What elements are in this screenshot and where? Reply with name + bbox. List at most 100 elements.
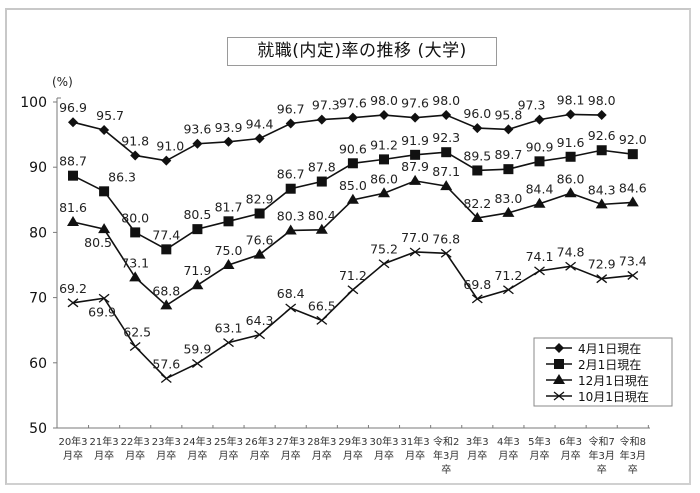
data-label: 87.8: [308, 160, 336, 175]
x-marker: [98, 293, 110, 303]
data-label: 87.9: [401, 159, 429, 174]
legend-label: 4月1日現在: [578, 342, 641, 356]
legend-item: 10月1日現在: [546, 390, 649, 404]
x-tick-label: 月卒: [187, 449, 207, 462]
x-marker: [553, 391, 565, 401]
diamond-marker: [68, 117, 78, 128]
data-label: 74.1: [526, 249, 554, 264]
data-label: 69.8: [463, 277, 491, 292]
data-label: 77.0: [401, 230, 429, 245]
data-label: 68.4: [277, 286, 305, 301]
x-tick-label: 月卒: [498, 449, 518, 462]
chart-title: 就職(内定)率の推移 (大学): [227, 37, 497, 66]
data-label: 85.0: [339, 178, 367, 193]
diamond-marker: [192, 138, 203, 149]
square-marker: [285, 183, 296, 194]
data-label: 91.0: [156, 139, 184, 154]
y-tick-label: 80: [29, 225, 47, 241]
data-label: 75.0: [215, 243, 243, 258]
triangle-marker: [553, 374, 565, 384]
data-label: 93.9: [215, 120, 243, 135]
triangle-marker: [378, 187, 390, 198]
data-label: 84.4: [526, 182, 554, 197]
data-label: 57.6: [152, 356, 180, 371]
x-marker: [596, 274, 608, 284]
square-marker: [223, 216, 234, 227]
series-1: 88.786.380.077.480.581.782.986.7 87.890.6…: [59, 128, 647, 255]
triangle-marker: [129, 271, 142, 282]
x-tick-label: 22年3: [121, 435, 150, 448]
diamond-marker: [223, 136, 234, 147]
data-label: 95.7: [96, 108, 124, 123]
diamond-marker: [130, 150, 141, 161]
triangle-marker: [253, 248, 266, 259]
diamond-marker: [316, 114, 327, 125]
series-0: 96.995.791.8 91.093.6 93.9 94.496.7 97.3 97.6…: [59, 92, 616, 166]
data-label: 73.4: [619, 253, 647, 268]
data-label: 74.8: [557, 244, 585, 259]
data-label: 91.2: [370, 137, 398, 152]
x-tick-label: 28年3: [307, 435, 336, 448]
diamond-marker: [347, 112, 358, 123]
x-tick-label: 30年3: [369, 435, 398, 448]
axes: 5060708090100(%)20年3月卒21年3月卒22年3月卒23年3月卒…: [20, 75, 650, 476]
square-marker: [316, 176, 327, 187]
x-tick-label: 年3月: [589, 449, 615, 462]
x-tick-label: 月卒: [281, 449, 301, 462]
square-marker: [347, 158, 358, 169]
data-label: 92.6: [588, 128, 616, 143]
x-tick-label: 月卒: [561, 449, 581, 462]
x-tick-label: 20年3: [58, 435, 87, 448]
x-tick-label: 月卒: [125, 449, 145, 462]
data-label: 89.5: [463, 148, 491, 163]
diamond-marker: [410, 112, 421, 123]
data-label: 97.3: [312, 98, 340, 113]
diamond-marker: [254, 133, 265, 144]
data-label: 92.3: [432, 130, 460, 145]
triangle-marker: [191, 279, 204, 290]
x-tick-label: 月卒: [250, 449, 270, 462]
square-marker: [472, 165, 483, 176]
x-tick-label: 月卒: [374, 449, 394, 462]
x-tick-label: 5年3: [528, 435, 551, 448]
data-label: 88.7: [59, 154, 87, 169]
x-marker: [67, 298, 79, 308]
triangle-marker: [471, 212, 484, 223]
x-tick-label: 4年3: [497, 435, 520, 448]
x-marker: [440, 248, 452, 258]
x-tick-label: 令和8: [620, 435, 646, 448]
data-label: 95.8: [494, 107, 522, 122]
diamond-marker: [441, 110, 452, 121]
plot-area: 96.995.791.8 91.093.6 93.9 94.496.7 97.3 97.6…: [59, 92, 647, 383]
data-label: 82.2: [463, 196, 491, 211]
data-label: 73.1: [121, 255, 149, 270]
x-tick-label: 月卒: [94, 449, 114, 462]
data-label: 96.7: [277, 102, 305, 117]
data-label: 86.7: [277, 167, 305, 182]
data-label: 83.0: [494, 191, 522, 206]
legend-label: 10月1日現在: [578, 390, 649, 404]
diamond-marker: [596, 110, 607, 121]
data-label: 94.4: [246, 117, 274, 132]
square-marker: [161, 244, 172, 255]
square-marker: [534, 156, 545, 167]
x-marker: [565, 261, 577, 271]
x-marker: [316, 315, 328, 325]
x-marker: [223, 338, 234, 348]
data-label: 71.2: [494, 268, 522, 283]
data-label: 98.0: [588, 93, 616, 108]
triangle-marker: [315, 223, 328, 234]
data-label: 68.8: [152, 283, 180, 298]
data-label: 76.8: [432, 231, 460, 246]
series-3: 69.269.962.557.659.963.164.368.466.571.2…: [59, 230, 647, 383]
data-label: 63.1: [215, 321, 243, 336]
data-label: 80.5: [183, 207, 211, 222]
diamond-marker: [472, 123, 483, 134]
x-tick-label: 月卒: [343, 449, 363, 462]
triangle-marker: [67, 215, 79, 226]
data-label: 72.9: [588, 257, 616, 272]
x-marker: [378, 259, 390, 269]
legend-label: 12月1日現在: [578, 374, 649, 388]
data-label: 90.6: [339, 141, 367, 156]
x-tick-label: 23年3: [152, 435, 181, 448]
